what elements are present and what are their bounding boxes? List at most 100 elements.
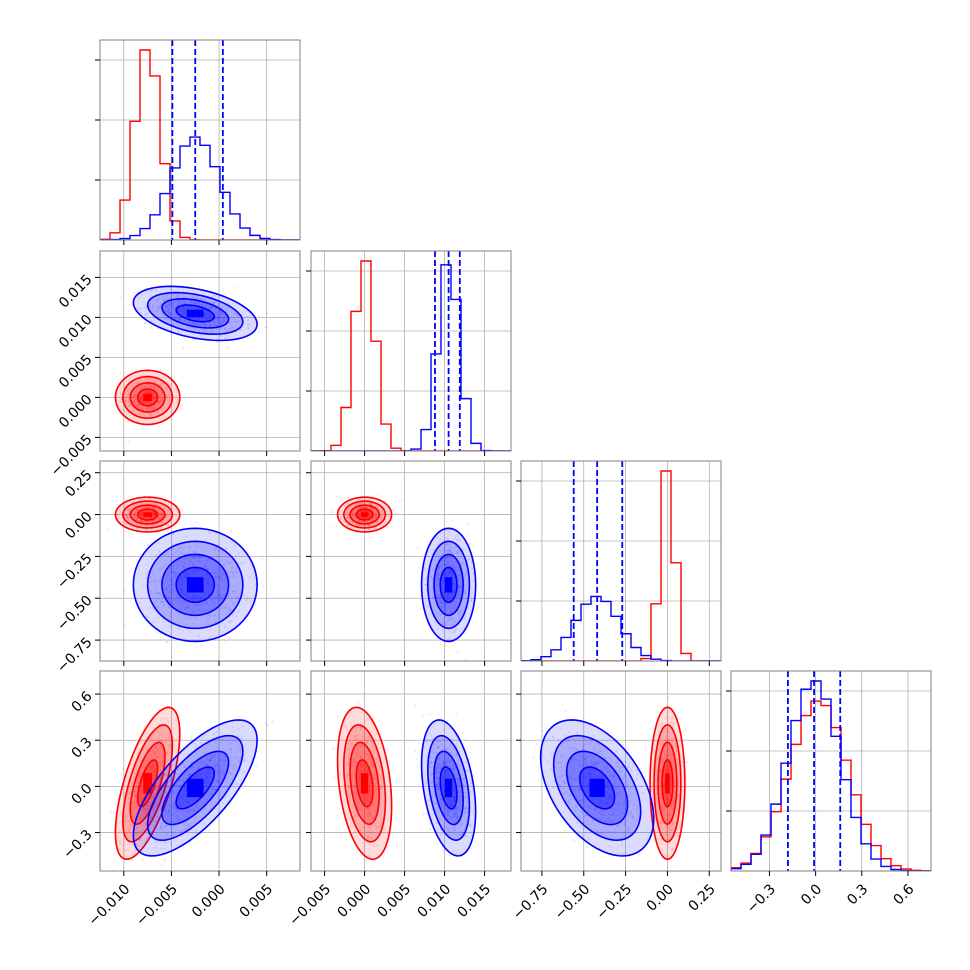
scatter-point xyxy=(341,518,344,521)
scatter-point xyxy=(229,748,232,751)
scatter-point xyxy=(177,626,180,629)
scatter-point xyxy=(169,745,172,748)
scatter-point xyxy=(228,592,231,596)
scatter-point xyxy=(358,515,361,518)
scatter-point xyxy=(448,570,451,573)
scatter-point xyxy=(212,594,215,597)
scatter-point xyxy=(155,518,158,521)
scatter-point xyxy=(204,591,207,594)
scatter-point xyxy=(125,395,128,399)
scatter-point xyxy=(230,567,233,570)
scatter-point xyxy=(445,543,449,546)
scatter-point xyxy=(160,383,163,386)
scatter-point xyxy=(147,401,150,404)
scatter-point xyxy=(142,583,145,586)
scatter-point xyxy=(350,505,353,508)
scatter-point xyxy=(129,507,132,510)
scatter-point xyxy=(157,403,160,406)
scatter-point xyxy=(167,746,171,750)
scatter-point xyxy=(146,506,149,509)
scatter-point xyxy=(136,404,139,407)
scatter-point xyxy=(188,545,191,549)
scatter-point xyxy=(208,780,211,783)
scatter-point xyxy=(458,586,462,589)
scatter-point xyxy=(144,528,148,531)
scatter-point xyxy=(165,302,168,305)
scatter-point xyxy=(152,765,155,768)
scatter-point xyxy=(449,560,453,563)
scatter-point xyxy=(229,608,233,611)
scatter-point xyxy=(439,556,442,559)
scatter-point xyxy=(131,824,134,827)
scatter-point xyxy=(332,524,335,528)
scatter-point xyxy=(177,308,180,311)
scatter-point xyxy=(146,407,149,410)
scatter-point xyxy=(439,555,442,558)
scatter-point xyxy=(152,511,155,514)
scatter-point xyxy=(161,751,164,754)
scatter-point xyxy=(149,413,153,417)
scatter-point xyxy=(157,306,160,309)
scatter-point xyxy=(442,579,446,582)
scatter-point xyxy=(136,784,139,788)
scatter-point xyxy=(119,842,123,845)
scatter-point xyxy=(157,426,161,429)
scatter-point xyxy=(449,564,452,568)
scatter-point xyxy=(131,410,134,413)
scatter-point xyxy=(155,405,158,408)
scatter-point xyxy=(234,590,237,593)
scatter-point xyxy=(217,764,220,768)
scatter-point xyxy=(152,769,155,772)
scatter-point xyxy=(147,804,150,808)
scatter-point xyxy=(140,798,143,801)
scatter-point xyxy=(179,588,183,591)
scatter-point xyxy=(449,606,452,609)
scatter-point xyxy=(351,520,354,524)
scatter-point xyxy=(246,326,249,329)
scatter-point xyxy=(469,592,472,595)
scatter-point xyxy=(346,511,349,515)
scatter-point xyxy=(138,776,142,779)
scatter-point xyxy=(158,396,161,399)
scatter-point xyxy=(457,588,460,591)
scatter-point xyxy=(201,322,205,326)
scatter-point xyxy=(194,574,197,577)
scatter-point xyxy=(148,390,151,393)
scatter-point xyxy=(228,321,231,325)
scatter-point xyxy=(184,827,187,831)
scatter-point xyxy=(161,520,165,524)
scatter-point xyxy=(458,574,461,577)
scatter-point xyxy=(197,766,200,769)
scatter-point xyxy=(170,590,174,594)
scatter-point xyxy=(167,584,170,587)
scatter-point xyxy=(139,798,143,801)
scatter-point xyxy=(457,594,461,597)
scatter-point xyxy=(470,560,473,563)
scatter-point xyxy=(141,413,144,417)
scatter-point xyxy=(125,399,128,402)
scatter-point xyxy=(162,741,165,744)
scatter-point xyxy=(346,510,349,513)
scatter-point xyxy=(144,384,147,388)
scatter-point xyxy=(208,324,212,327)
scatter-point xyxy=(247,321,250,325)
scatter-point xyxy=(202,328,205,332)
scatter-point xyxy=(362,521,366,524)
scatter-point xyxy=(177,795,181,798)
scatter-point xyxy=(448,569,451,572)
scatter-point xyxy=(142,809,145,813)
scatter-point xyxy=(206,621,209,624)
scatter-point xyxy=(365,506,368,509)
scatter-point xyxy=(163,795,166,798)
scatter-point xyxy=(162,406,166,409)
scatter-point xyxy=(165,736,168,740)
scatter-point xyxy=(177,309,180,312)
scatter-point xyxy=(218,314,222,317)
scatter-point xyxy=(230,570,233,574)
scatter-point xyxy=(158,567,161,570)
scatter-point xyxy=(140,394,144,397)
scatter-point xyxy=(140,406,143,410)
scatter-point xyxy=(116,863,119,866)
scatter-point xyxy=(144,313,147,317)
scatter-point xyxy=(360,510,363,513)
